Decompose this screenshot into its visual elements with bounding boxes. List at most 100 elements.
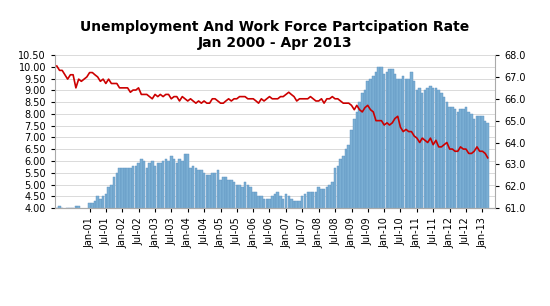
Bar xyxy=(274,194,276,302)
Title: Unemployment And Work Force Partcipation Rate
Jan 2000 - Apr 2013: Unemployment And Work Force Partcipation… xyxy=(80,20,470,50)
Bar xyxy=(227,180,230,302)
Bar xyxy=(402,76,404,302)
Bar xyxy=(132,166,134,302)
Bar xyxy=(478,116,481,302)
Bar xyxy=(481,116,483,302)
Bar xyxy=(192,166,194,302)
Bar xyxy=(459,109,462,302)
Bar xyxy=(339,159,342,302)
Bar xyxy=(56,208,58,302)
Bar xyxy=(421,93,424,302)
Bar xyxy=(326,187,328,302)
Bar xyxy=(372,76,375,302)
Bar xyxy=(355,112,358,302)
Bar xyxy=(58,206,61,302)
Bar xyxy=(78,206,80,302)
Bar xyxy=(295,201,298,302)
Bar xyxy=(238,185,241,302)
Bar xyxy=(80,211,82,302)
Bar xyxy=(375,72,377,302)
Bar xyxy=(195,168,197,302)
Bar xyxy=(397,79,399,302)
Bar xyxy=(456,112,459,302)
Bar xyxy=(440,93,443,302)
Bar xyxy=(154,166,156,302)
Bar xyxy=(162,161,164,302)
Bar xyxy=(383,74,386,302)
Bar xyxy=(309,192,312,302)
Bar xyxy=(148,163,151,302)
Bar xyxy=(377,67,380,302)
Bar xyxy=(386,72,388,302)
Bar xyxy=(219,180,222,302)
Bar xyxy=(203,173,205,302)
Bar xyxy=(410,72,412,302)
Bar xyxy=(102,196,104,302)
Bar xyxy=(301,196,304,302)
Bar xyxy=(211,173,213,302)
Bar xyxy=(342,156,344,302)
Bar xyxy=(350,130,353,302)
Bar xyxy=(146,168,148,302)
Bar xyxy=(366,81,369,302)
Bar xyxy=(96,196,99,302)
Bar xyxy=(113,177,116,302)
Bar xyxy=(394,74,396,302)
Bar xyxy=(345,149,347,302)
Bar xyxy=(337,166,339,302)
Bar xyxy=(214,173,216,302)
Bar xyxy=(424,90,426,302)
Bar xyxy=(64,213,66,302)
Bar xyxy=(208,175,211,302)
Bar xyxy=(268,199,271,302)
Bar xyxy=(244,182,246,302)
Bar xyxy=(312,192,315,302)
Bar xyxy=(405,79,407,302)
Bar xyxy=(118,168,121,302)
Bar xyxy=(399,79,402,302)
Bar xyxy=(200,170,202,302)
Bar xyxy=(369,79,372,302)
Bar xyxy=(135,166,137,302)
Bar xyxy=(94,201,96,302)
Bar xyxy=(282,199,284,302)
Bar xyxy=(443,97,446,302)
Bar xyxy=(107,187,110,302)
Bar xyxy=(110,185,113,302)
Bar xyxy=(331,182,333,302)
Bar xyxy=(468,112,470,302)
Bar xyxy=(151,161,153,302)
Bar xyxy=(224,177,227,302)
Bar xyxy=(462,109,465,302)
Bar xyxy=(241,187,244,302)
Bar xyxy=(175,163,178,302)
Bar xyxy=(304,194,306,302)
Bar xyxy=(426,88,429,302)
Bar xyxy=(99,199,102,302)
Bar xyxy=(437,90,440,302)
Bar xyxy=(487,123,489,302)
Bar xyxy=(288,196,290,302)
Bar xyxy=(124,168,126,302)
Bar xyxy=(388,69,390,302)
Bar xyxy=(470,114,473,302)
Bar xyxy=(298,201,301,302)
Bar xyxy=(317,187,320,302)
Bar xyxy=(222,177,224,302)
Bar xyxy=(83,211,85,302)
Bar xyxy=(454,109,456,302)
Bar xyxy=(121,168,124,302)
Bar xyxy=(334,168,336,302)
Bar xyxy=(178,159,181,302)
Bar xyxy=(89,203,91,302)
Bar xyxy=(91,203,94,302)
Bar xyxy=(140,159,142,302)
Bar xyxy=(72,208,74,302)
Bar xyxy=(143,161,145,302)
Bar xyxy=(126,168,129,302)
Bar xyxy=(432,88,434,302)
Bar xyxy=(186,154,189,302)
Bar xyxy=(138,163,140,302)
Bar xyxy=(233,182,235,302)
Bar xyxy=(353,119,355,302)
